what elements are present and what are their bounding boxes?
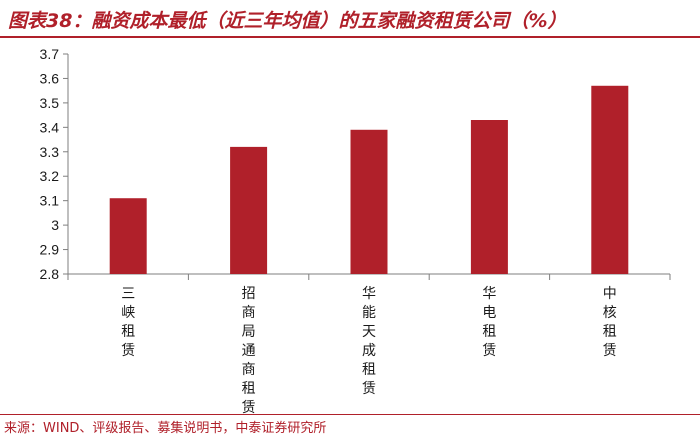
footer-rule [0,414,700,415]
source-note: 来源：WIND、评级报告、募集说明书，中泰证券研究所 [4,421,327,436]
bar [470,120,508,274]
x-category-label: 三峡租赁 [121,286,135,359]
title-rule [0,36,700,38]
bar [350,129,388,274]
y-tick-label: 3.6 [40,70,60,86]
x-category-label: 中核租赁 [603,286,617,359]
x-category-label: 华电租赁 [482,286,496,359]
x-category-label: 招商局通商租赁 [242,286,256,416]
bar [230,146,268,274]
y-tick-label: 3.5 [40,95,60,111]
bar [591,85,629,275]
chart-title: 图表38：融资成本最低（近三年均值）的五家融资租赁公司（%） [8,10,567,32]
y-tick-label: 3.3 [40,144,60,160]
bar [109,198,147,274]
y-tick-label: 3 [51,217,59,233]
y-tick-label: 3.2 [40,168,60,184]
y-tick-label: 2.8 [40,266,60,282]
x-category-label: 华能天成租赁 [362,286,376,397]
y-tick-label: 3.7 [40,46,60,62]
y-tick-label: 3.1 [40,193,60,209]
y-tick-label: 3.4 [40,119,60,135]
y-tick-label: 2.9 [40,242,60,258]
